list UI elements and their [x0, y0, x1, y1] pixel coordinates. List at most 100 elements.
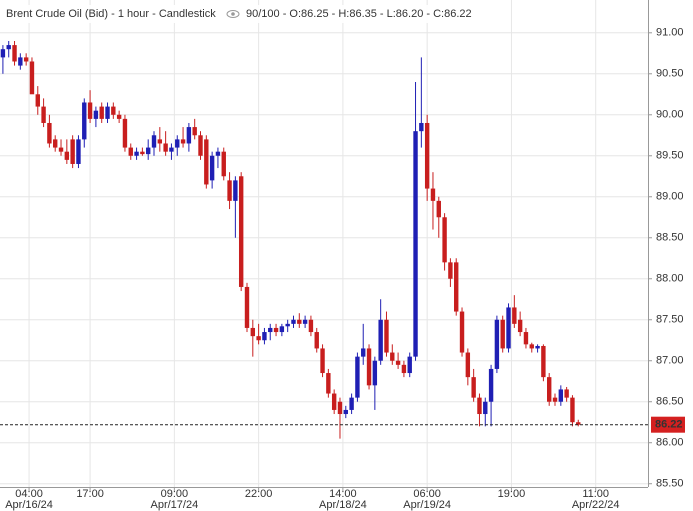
- candle-body: [419, 122, 424, 132]
- candle-body: [384, 319, 389, 353]
- candle-body: [483, 401, 488, 415]
- candle-body: [244, 286, 250, 328]
- y-tick-label: 89.50: [656, 150, 684, 162]
- y-tick-label: 90.50: [656, 68, 684, 80]
- candle-body: [221, 151, 226, 177]
- candle-body: [372, 360, 378, 386]
- candle-body: [0, 49, 6, 58]
- candle-body: [302, 319, 308, 324]
- candle-body: [93, 110, 99, 119]
- candle-body: [291, 319, 296, 324]
- candle-body: [459, 311, 465, 353]
- x-tick-date: Apr/18/24: [319, 499, 367, 511]
- candle-body: [215, 151, 221, 156]
- candle-body: [238, 176, 244, 287]
- x-tick-label: 17:00: [76, 488, 104, 500]
- candle-body: [82, 102, 87, 140]
- candle-body: [390, 352, 395, 361]
- candle-body: [564, 389, 569, 398]
- candle-body: [105, 106, 110, 119]
- y-tick-label: 86.50: [656, 396, 684, 408]
- candle-body: [175, 139, 180, 148]
- candle-body: [256, 336, 261, 341]
- candle-body: [250, 327, 256, 337]
- grid: [0, 0, 648, 487]
- candle-body: [192, 127, 197, 136]
- x-tick-date: Apr/16/24: [5, 499, 53, 511]
- candle-body: [227, 180, 232, 201]
- candle-body: [395, 360, 401, 365]
- candle-body: [23, 57, 29, 62]
- candle-body: [204, 139, 209, 185]
- candle-body: [6, 45, 11, 50]
- candle-body: [320, 348, 325, 374]
- y-tick-label: 87.50: [656, 314, 684, 326]
- candle-body: [140, 151, 145, 155]
- candle-body: [361, 348, 366, 357]
- y-tick-label: 90.00: [656, 109, 684, 121]
- candle-body: [337, 401, 343, 415]
- candle-body: [500, 319, 505, 349]
- candle-body: [517, 319, 523, 333]
- candle-body: [163, 143, 168, 152]
- candle-body: [570, 397, 575, 423]
- candle-body: [547, 377, 552, 402]
- candle-body: [111, 106, 116, 115]
- x-tick-label: 22:00: [245, 488, 273, 500]
- candle-body: [198, 135, 203, 156]
- candle-body: [29, 61, 35, 95]
- candle-body: [448, 262, 453, 279]
- candle-body: [355, 356, 360, 398]
- candle-body: [326, 373, 331, 394]
- candle-body: [87, 102, 93, 119]
- candle-body: [122, 118, 128, 148]
- candle-body: [488, 368, 494, 402]
- candle-body: [413, 131, 418, 357]
- candle-body: [535, 345, 540, 349]
- x-tick-date: Apr/17/24: [150, 499, 198, 511]
- candle-body: [297, 319, 302, 324]
- y-tick-label: 86.00: [656, 437, 684, 449]
- candle-body: [70, 139, 75, 164]
- candle-body: [308, 319, 314, 333]
- candle-body: [76, 139, 81, 164]
- y-tick-label: 88.50: [656, 232, 684, 244]
- candle-body: [285, 323, 290, 327]
- x-tick-label: 06:00: [413, 488, 441, 500]
- candle-body: [465, 352, 471, 378]
- candle-body: [401, 364, 407, 374]
- candle-body: [541, 345, 546, 378]
- chart-title: Brent Crude Oil (Bid) - 1 hour - Candles…: [6, 8, 216, 20]
- x-tick-label: 11:00: [582, 488, 609, 500]
- candle-body: [116, 114, 122, 119]
- candle-body: [558, 389, 564, 402]
- candle-body: [209, 155, 215, 181]
- last-price-box: [651, 416, 685, 433]
- x-tick-date: Apr/19/24: [403, 499, 451, 511]
- candle-body: [145, 147, 151, 155]
- candle-body: [273, 327, 279, 333]
- axes: 85.50 86.00 86.50 87.00 87.50 88.00 88.50 89.00…: [5, 27, 685, 511]
- candle-body: [442, 217, 447, 263]
- candle-body: [378, 319, 383, 361]
- candle-body: [128, 147, 133, 156]
- candle-body: [430, 188, 436, 201]
- candle-body: [262, 332, 267, 341]
- candles: [0, 40, 648, 439]
- candle-body: [512, 307, 517, 324]
- x-tick-label: 04:00: [15, 488, 43, 500]
- y-tick-label: 89.00: [656, 191, 684, 203]
- candle-body: [64, 151, 70, 160]
- y-tick-label: 85.50: [656, 478, 684, 490]
- candle-body: [186, 127, 192, 144]
- candle-body: [424, 122, 430, 189]
- candle-body: [169, 147, 174, 152]
- eye-icon: [226, 10, 240, 18]
- candle-body: [552, 397, 558, 402]
- candle-body: [366, 348, 372, 386]
- x-tick-label: 14:00: [329, 488, 357, 500]
- candle-body: [233, 180, 238, 201]
- candle-body: [471, 377, 476, 398]
- last-price-label: 86.22: [655, 419, 683, 431]
